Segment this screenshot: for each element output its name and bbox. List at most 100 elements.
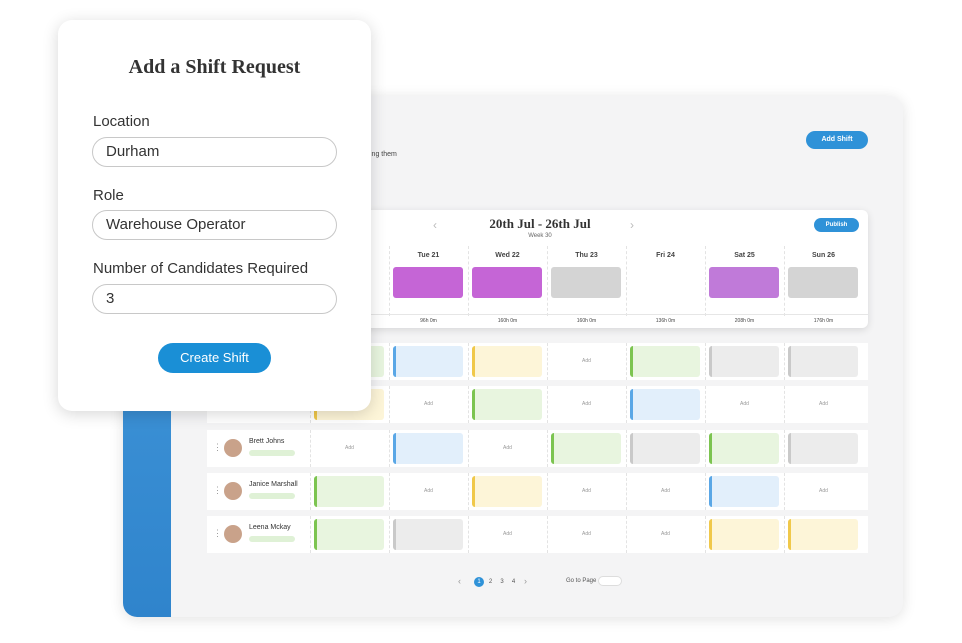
add-cell: Add — [740, 401, 749, 408]
publish-button[interactable]: Publish — [814, 218, 859, 232]
cell-divider — [784, 429, 785, 467]
shift-card — [472, 389, 542, 421]
prev-page: ‹ — [458, 576, 461, 586]
prev-week[interactable]: ‹ — [433, 218, 437, 232]
cell-divider — [310, 429, 311, 467]
hours: 208h 0m — [734, 318, 755, 324]
add-cell: Add — [503, 444, 512, 451]
shift-card — [314, 475, 384, 507]
shift-card — [393, 432, 463, 464]
add-cell: Add — [819, 401, 828, 408]
day-header: Thu 23 — [575, 252, 598, 259]
employee-name: Leena Mckay — [249, 524, 291, 532]
cell-divider — [705, 343, 706, 380]
avatar — [224, 525, 242, 544]
open-shift — [551, 267, 621, 298]
week-range: 20th Jul - 26th Jul — [489, 216, 591, 231]
cell-divider — [468, 343, 469, 380]
add-shift-button[interactable]: Add Shift — [806, 131, 868, 149]
shift-card — [472, 346, 542, 377]
column-divider — [784, 246, 785, 316]
avatar — [224, 438, 242, 457]
cell-divider — [468, 386, 469, 424]
shift-card — [393, 519, 463, 551]
cell-divider — [468, 429, 469, 467]
shift-card — [709, 475, 779, 507]
add-cell: Add — [661, 531, 670, 538]
day-header: Wed 22 — [495, 252, 520, 259]
shift-card — [551, 432, 621, 464]
next-week[interactable]: › — [630, 218, 634, 232]
role-input[interactable]: Warehouse Operator — [92, 210, 337, 240]
go-to-page: Go to Page — [566, 578, 597, 584]
create-shift-label: Create Shift — [180, 350, 249, 365]
shift-card — [314, 519, 384, 551]
employee-name: Janice Marshall — [249, 480, 298, 488]
subtitle: ing them — [370, 151, 397, 158]
day-header: Tue 21 — [417, 252, 440, 259]
cell-divider — [547, 343, 548, 380]
open-shift — [788, 267, 858, 298]
cell-divider — [705, 472, 706, 510]
drag-handle: ⋮ — [213, 484, 222, 495]
cell-divider — [310, 472, 311, 510]
field-label: Number of Candidates Required — [93, 260, 309, 277]
field-label: Location — [93, 113, 150, 130]
hours: 176h 0m — [813, 318, 834, 324]
location-input[interactable]: Durham — [92, 137, 337, 167]
cell-divider — [547, 386, 548, 424]
add-cell: Add — [424, 401, 433, 408]
field-label: Role — [93, 187, 124, 204]
add-cell: Add — [424, 487, 433, 494]
cell-divider — [310, 516, 311, 554]
create-shift-button[interactable]: Create Shift — [158, 343, 271, 373]
employee-tag — [249, 536, 295, 543]
add-cell: Add — [582, 358, 591, 364]
add-cell: Add — [582, 487, 591, 494]
employee-tag — [249, 449, 295, 456]
week-number: Week 30 — [528, 233, 552, 239]
cell-divider — [626, 386, 627, 424]
form-title: Add a Shift Request — [128, 56, 301, 78]
column-divider — [468, 246, 469, 316]
cell-divider — [468, 516, 469, 554]
drag-handle: ⋮ — [213, 528, 222, 539]
cell-divider — [784, 386, 785, 424]
page-number[interactable]: 1 — [474, 577, 484, 587]
page-number[interactable]: 4 — [511, 579, 516, 585]
open-shift — [709, 267, 779, 298]
shift-card — [630, 346, 700, 377]
shift-request-card: Add a Shift Request Location Durham Role… — [58, 20, 371, 411]
cell-divider — [705, 516, 706, 554]
day-header: Sat 25 — [734, 252, 755, 259]
cell-divider — [784, 472, 785, 510]
shift-card — [709, 432, 779, 464]
page-number[interactable]: 2 — [488, 579, 493, 585]
candidates-input[interactable]: 3 — [92, 284, 337, 314]
cell-divider — [547, 516, 548, 554]
day-header: Fri 24 — [656, 252, 675, 259]
open-shift — [472, 267, 542, 298]
avatar — [224, 481, 242, 500]
column-divider — [705, 246, 706, 316]
cell-divider — [626, 429, 627, 467]
shift-card — [472, 475, 542, 507]
page-input[interactable] — [598, 576, 622, 586]
cell-divider — [389, 429, 390, 467]
add-cell: Add — [661, 487, 670, 494]
employee-name: Brett Johns — [249, 437, 285, 445]
shift-card — [630, 432, 700, 464]
cell-divider — [784, 516, 785, 554]
shift-card — [788, 519, 858, 551]
next-page: › — [524, 576, 527, 586]
shift-card — [788, 346, 858, 377]
cell-divider — [784, 343, 785, 380]
shift-card — [709, 519, 779, 551]
cell-divider — [389, 386, 390, 424]
page-number[interactable]: 3 — [500, 579, 504, 585]
cell-divider — [547, 472, 548, 510]
publish-label: Publish — [825, 222, 848, 228]
column-divider — [547, 246, 548, 316]
cell-divider — [705, 386, 706, 424]
